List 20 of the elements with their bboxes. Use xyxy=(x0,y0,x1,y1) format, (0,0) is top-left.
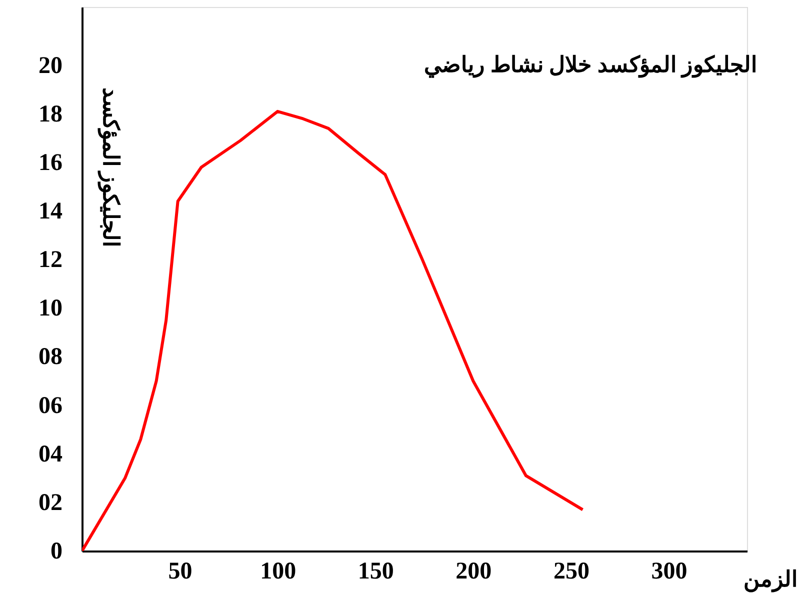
x-tick-label: 100 xyxy=(260,558,296,584)
y-tick-label: 04 xyxy=(38,441,62,468)
y-tick-label: 02 xyxy=(38,490,62,516)
x-tick-label: 200 xyxy=(456,558,492,584)
y-tick-label: 0 xyxy=(50,538,62,564)
y-tick-label: 06 xyxy=(38,392,62,419)
y-tick-label: 14 xyxy=(38,198,62,224)
x-tick-label: 250 xyxy=(553,558,590,584)
y-axis-title: الجليكوز المؤكسد xyxy=(98,88,124,247)
x-tick-label: 50 xyxy=(168,558,192,584)
y-tick-label: 18 xyxy=(38,101,62,128)
y-tick-label: 12 xyxy=(38,247,62,274)
x-axis-title: الزمن xyxy=(744,566,798,592)
y-tick-label: 20 xyxy=(38,52,62,79)
x-tick-label: 300 xyxy=(651,558,688,584)
y-tick-label: 10 xyxy=(38,296,62,322)
text: الجليكوز المؤكسد خلال نشاط رياضي xyxy=(424,52,757,78)
x-tick-label: 150 xyxy=(358,558,394,584)
y-tick-label: 08 xyxy=(38,344,62,370)
y-tick-label: 16 xyxy=(38,150,62,176)
